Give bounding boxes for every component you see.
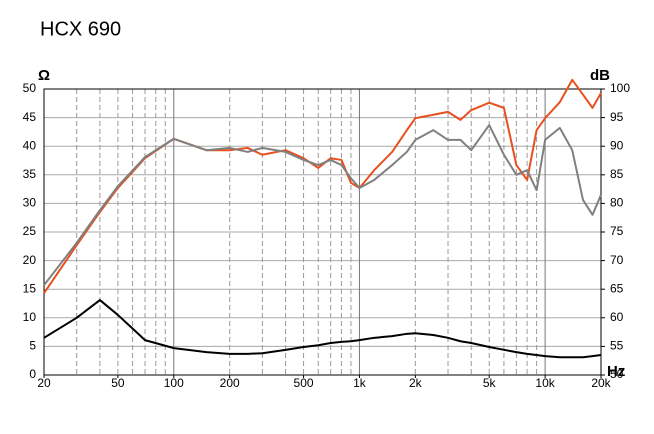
x-tick-label: 10k [535, 376, 555, 390]
y-tick-label: 15 [23, 281, 37, 295]
y-tick-label: 30 [23, 196, 37, 210]
y-tick-label: 25 [23, 224, 37, 238]
y2-tick-label: 75 [610, 224, 624, 238]
plot-frame [43, 88, 602, 376]
y-tick-label: 50 [23, 81, 37, 95]
y-tick-label: 5 [29, 339, 36, 353]
y2-tick-label: 80 [610, 196, 624, 210]
y-tick-label: 20 [23, 253, 37, 267]
series-line [43, 124, 602, 286]
x-tick-label: 5k [483, 376, 497, 390]
series-line [43, 78, 602, 294]
y2-tick-label: 90 [610, 138, 624, 152]
x-axis-label: Hz [607, 363, 625, 380]
x-tick-label: 20 [37, 376, 51, 390]
y2-tick-label: 60 [610, 310, 624, 324]
y-tick-label: 40 [23, 138, 37, 152]
x-tick-label: 100 [164, 376, 184, 390]
y2-tick-label: 55 [610, 339, 624, 353]
x-tick-label: 200 [220, 376, 240, 390]
x-tick-label: 50 [111, 376, 125, 390]
y2-tick-label: 50 [610, 367, 624, 381]
x-tick-label: 500 [294, 376, 314, 390]
y2-tick-label: 95 [610, 110, 624, 124]
y-tick-label: 0 [29, 367, 36, 381]
y-tick-label: 10 [23, 310, 37, 324]
y2-tick-label: 85 [610, 167, 624, 181]
y2-tick-label: 65 [610, 281, 624, 295]
y-tick-label: 45 [23, 110, 37, 124]
series-line [43, 299, 602, 359]
y2-tick-label: 100 [610, 81, 630, 95]
x-tick-label: 20k [591, 376, 611, 390]
y-tick-label: 35 [23, 167, 37, 181]
x-tick-label: 1k [353, 376, 367, 390]
y-axis-label: Ω [38, 67, 50, 84]
chart-title: HCX 690 [40, 18, 121, 40]
x-tick-label: 2k [409, 376, 423, 390]
y2-axis-label: dB [590, 67, 610, 84]
y2-tick-label: 70 [610, 253, 624, 267]
